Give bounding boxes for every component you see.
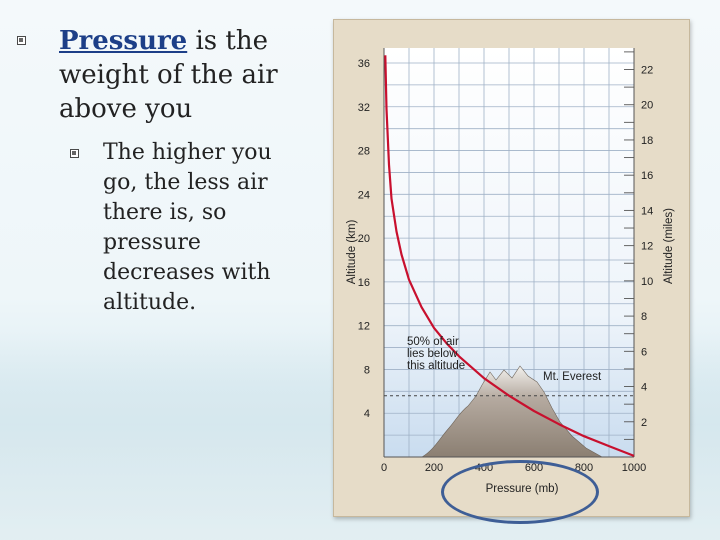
mt-everest-illustration bbox=[420, 365, 604, 458]
axes: 0 200 400 600 800 100048121620242832362468101… bbox=[358, 48, 653, 474]
bullet-2-text: The higher you go, the less air there is… bbox=[103, 140, 272, 315]
y-tick-label: 12 bbox=[358, 321, 370, 333]
chart-marks bbox=[384, 55, 635, 457]
everest-label: Mt. Everest bbox=[543, 371, 602, 383]
half-air-annotation: 50% of air lies below this altitude bbox=[407, 336, 465, 372]
y2-tick-label: 14 bbox=[641, 205, 653, 217]
y-tick-label: 24 bbox=[358, 189, 370, 201]
pressure-axis-highlight bbox=[441, 460, 599, 524]
y2-tick-label: 12 bbox=[641, 241, 653, 253]
y-tick-label: 16 bbox=[358, 277, 370, 289]
bullet-1-text: Pressure is the weight of the air above … bbox=[59, 24, 294, 126]
pressure-altitude-figure: 0 200 400 600 800 1000 4 8 12 16 20 24 28 32 36 2 4 6 8 10 1… bbox=[333, 19, 690, 517]
x-tick-label: 1000 bbox=[622, 462, 646, 474]
y-tick-label: 36 bbox=[358, 58, 370, 70]
bullet-square-icon bbox=[17, 36, 26, 45]
x-tick-label: 0 bbox=[381, 462, 387, 474]
y2-tick-label: 8 bbox=[641, 311, 647, 323]
y2-tick-label: 20 bbox=[641, 100, 653, 112]
y2-tick-label: 4 bbox=[641, 382, 647, 394]
half-air-annotation-line: 50% of air bbox=[407, 336, 459, 348]
y2-tick-label: 10 bbox=[641, 276, 653, 288]
y2-axis-label: Altitude (miles) bbox=[663, 208, 675, 284]
y-tick-label: 20 bbox=[358, 233, 370, 245]
pressure-altitude-chart: 0 200 400 600 800 100048121620242832362468101… bbox=[346, 48, 675, 495]
y2-tick-label: 22 bbox=[641, 65, 653, 77]
y2-tick-label: 18 bbox=[641, 135, 653, 147]
y-axis-label: Altitude (km) bbox=[346, 220, 358, 285]
sub-bullet-square-icon bbox=[70, 149, 79, 158]
y-tick-label: 28 bbox=[358, 146, 370, 158]
y2-tick-label: 16 bbox=[641, 170, 653, 182]
half-air-annotation-line: this altitude bbox=[407, 360, 465, 372]
y-tick-label: 4 bbox=[364, 408, 370, 420]
x-tick-label: 200 bbox=[425, 462, 443, 474]
y2-tick-label: 6 bbox=[641, 346, 647, 358]
bullet-1-rest: is the weight of the air above you bbox=[59, 26, 278, 124]
half-air-annotation-line: lies below bbox=[407, 348, 458, 360]
pressure-keyword: Pressure bbox=[59, 26, 188, 56]
y2-tick-label: 2 bbox=[641, 417, 647, 429]
y-tick-label: 32 bbox=[358, 102, 370, 114]
y-tick-label: 8 bbox=[364, 364, 370, 376]
pressure-curve bbox=[384, 55, 635, 457]
